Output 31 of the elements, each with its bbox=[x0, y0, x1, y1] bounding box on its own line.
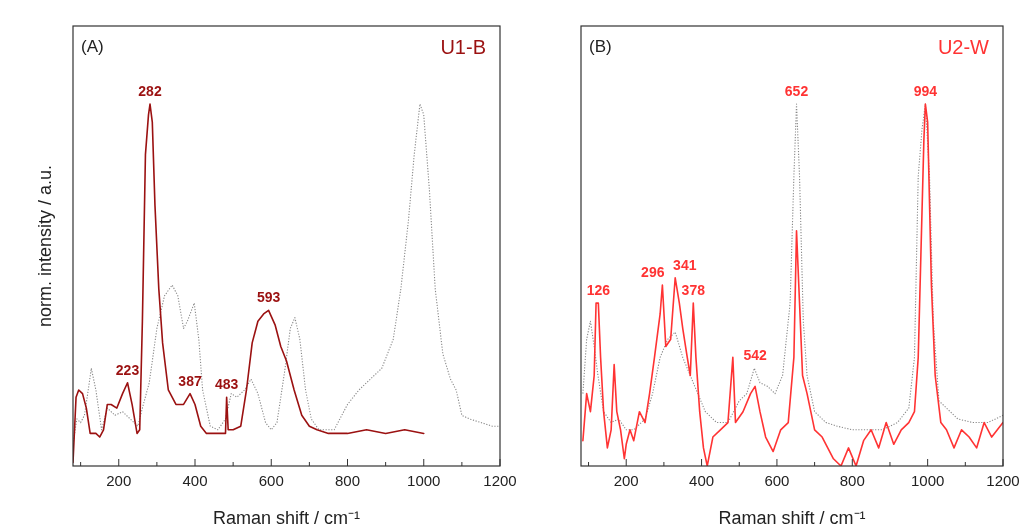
annotation: 223 bbox=[115, 361, 140, 378]
annotation: 652 bbox=[784, 83, 809, 99]
annotation: 593 bbox=[256, 289, 281, 306]
annotation: 126 bbox=[586, 282, 611, 299]
x-tick-label: 200 bbox=[106, 472, 132, 489]
annotation: 994 bbox=[913, 83, 938, 99]
x-tick-label: 800 bbox=[839, 472, 865, 489]
x-tick-label: 400 bbox=[689, 472, 715, 489]
x-axis-title: Raman shift / cm⁻¹ bbox=[718, 508, 866, 524]
chart-title: (B) bbox=[589, 37, 612, 56]
x-tick-label: 1200 bbox=[986, 472, 1020, 489]
x-tick-label: 600 bbox=[258, 472, 284, 489]
annotation: 282 bbox=[138, 83, 162, 99]
annotation: 483 bbox=[214, 376, 239, 393]
y-axis-title: norm. intensity / a.u. bbox=[35, 164, 55, 328]
annotation: 542 bbox=[743, 347, 767, 364]
x-tick-label: 400 bbox=[182, 472, 208, 489]
text: U2-W bbox=[937, 36, 990, 58]
x-tick-label: 200 bbox=[613, 472, 639, 489]
x-axis-title: Raman shift / cm⁻¹ bbox=[212, 508, 361, 524]
x-tick-label: 600 bbox=[764, 472, 790, 489]
x-tick-label: 1000 bbox=[407, 472, 441, 489]
annotation: 387 bbox=[178, 372, 202, 389]
text: U1-B bbox=[440, 36, 486, 58]
chart-title: (A) bbox=[81, 37, 104, 56]
x-tick-label: 1200 bbox=[483, 472, 517, 489]
annotation: 378 bbox=[681, 282, 706, 299]
annotation: 341 bbox=[673, 256, 697, 273]
annotation: 296 bbox=[641, 264, 665, 280]
x-tick-label: 1000 bbox=[910, 472, 945, 489]
x-tick-label: 800 bbox=[334, 472, 361, 489]
